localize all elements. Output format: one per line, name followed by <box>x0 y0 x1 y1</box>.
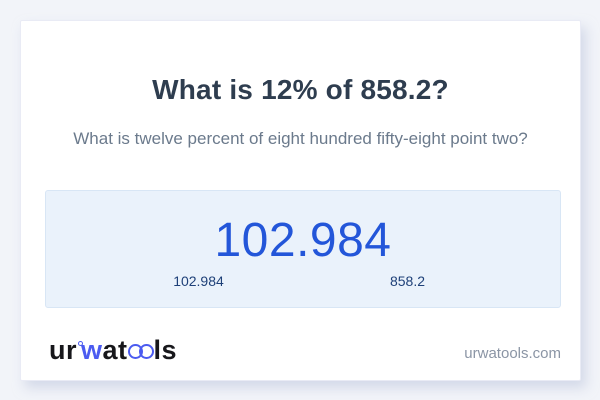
card-footer: ur wat ls urwatools.com <box>21 335 580 380</box>
values-row: 102.984 858.2 <box>46 273 560 289</box>
logo-text-a: a <box>102 335 119 366</box>
logo-text-ur: ur <box>49 335 77 366</box>
site-domain: urwatools.com <box>464 345 561 362</box>
ring-icon <box>78 341 83 347</box>
o-circle-icon <box>138 344 154 360</box>
page-title: What is 12% of 858.2? <box>152 74 449 105</box>
logo-text-t: t <box>118 335 128 366</box>
calculator-card: What is 12% of 858.2? What is twelve per… <box>20 20 581 381</box>
logo-text-w: w <box>81 335 103 366</box>
page-subtitle: What is twelve percent of eight hundred … <box>73 128 528 148</box>
logo-glasses <box>127 335 154 365</box>
result-sub-value: 102.984 <box>173 272 224 289</box>
answer-panel: 102.984 102.984 858.2 <box>45 189 561 308</box>
result-value: 102.984 <box>214 213 392 267</box>
logo-text-ls: ls <box>153 335 178 366</box>
urwatools-logo[interactable]: ur wat ls <box>49 335 178 366</box>
base-sub-value: 858.2 <box>389 272 426 289</box>
